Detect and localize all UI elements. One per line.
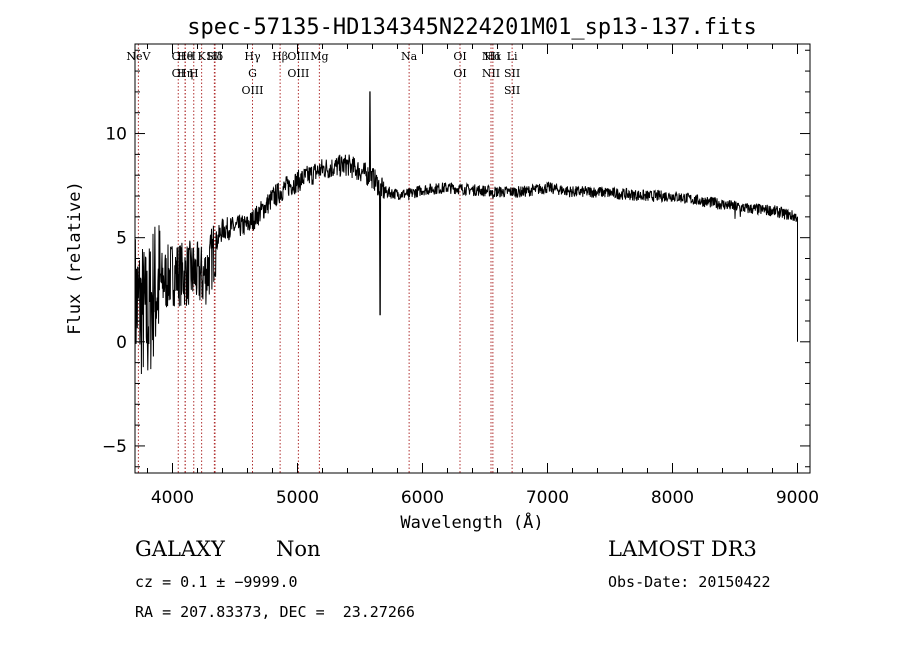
y-tick-labels: −5 0 5 10: [102, 125, 127, 457]
line-marker-label: OI: [453, 50, 466, 63]
line-marker-label: Hβ: [272, 50, 288, 63]
y-tick-label: 10: [105, 125, 127, 145]
line-marker-label: K: [198, 50, 207, 63]
line-marker-label: SII: [504, 67, 520, 80]
line-marker-label: Hγ: [244, 50, 261, 63]
emission-line-markers: [137, 44, 513, 473]
chart-title: spec-57135-HD134345N224201M01_sp13-137.f…: [187, 15, 757, 40]
line-marker-label: OIII: [287, 50, 309, 63]
x-tick-labels: 4000 5000 6000 7000 8000 9000: [151, 488, 819, 508]
x-tick-label: 8000: [651, 488, 694, 508]
line-marker-label: SII: [504, 84, 520, 97]
obs-date: Obs-Date: 20150422: [608, 573, 771, 591]
line-marker-label: Na: [401, 50, 418, 63]
line-marker-label: Li: [507, 50, 518, 63]
line-marker-label: OI: [172, 50, 185, 63]
redshift-readout: cz = 0.1 ± −9999.0: [135, 573, 298, 591]
x-tick-label: 7000: [526, 488, 569, 508]
object-class: GALAXY: [135, 537, 225, 561]
x-tick-label: 4000: [151, 488, 194, 508]
y-tick-label: −5: [102, 437, 127, 457]
line-marker-label: OIII: [241, 84, 263, 97]
y-axis-label: Flux (relative): [65, 181, 85, 335]
line-marker-label: H: [189, 67, 199, 80]
x-tick-label: 5000: [276, 488, 319, 508]
line-marker-label: Mg: [310, 50, 328, 63]
line-marker-label: SII: [206, 50, 222, 63]
line-marker-label: Hα: [484, 50, 502, 63]
line-marker-label: He: [177, 50, 193, 63]
y-tick-label: 0: [116, 333, 127, 353]
line-marker-label: NII: [482, 50, 500, 63]
y-tick-label: 5: [116, 229, 127, 249]
line-marker-label: I: [192, 50, 196, 63]
line-marker-label: Hθ: [177, 50, 194, 63]
coordinates-readout: RA = 207.83373, DEC = 23.27266: [135, 603, 415, 621]
survey-label: LAMOST DR3: [608, 537, 757, 561]
line-marker-label: Hδ: [207, 50, 224, 63]
spectrum-line: [134, 91, 798, 375]
x-tick-label: 6000: [401, 488, 444, 508]
axis-ticks: [135, 44, 810, 473]
object-subclass: Non: [276, 537, 321, 561]
x-axis-label: Wavelength (Å): [400, 511, 543, 533]
line-marker-label: NII: [482, 67, 500, 80]
line-marker-label: OI: [453, 67, 466, 80]
line-marker-label: G: [248, 67, 257, 80]
line-marker-label: Hη: [177, 67, 193, 80]
plot-frame: [134, 43, 811, 474]
line-marker-label: OI: [172, 67, 185, 80]
x-tick-label: 9000: [776, 488, 819, 508]
line-marker-label: NeV: [126, 50, 151, 63]
line-marker-label: OIII: [287, 67, 309, 80]
